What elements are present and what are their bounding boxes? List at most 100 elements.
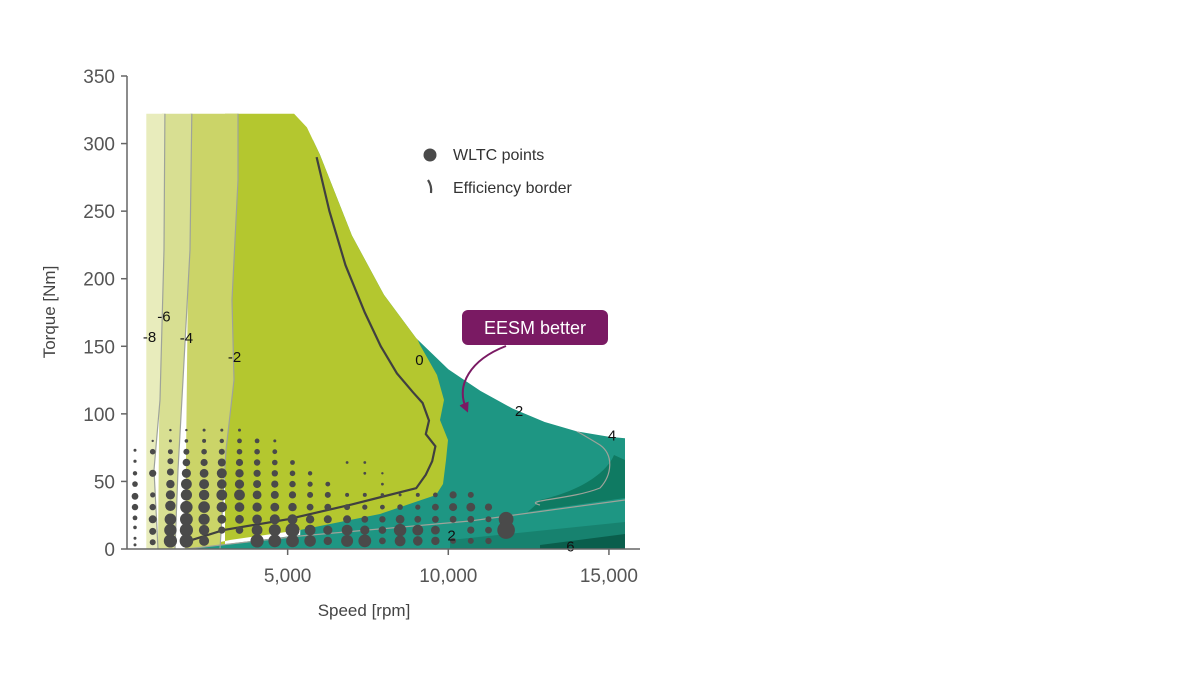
wltc-point <box>167 449 173 455</box>
wltc-point <box>131 492 139 500</box>
wltc-point <box>132 481 138 487</box>
wltc-point <box>217 514 227 524</box>
x-tick-label: 15,000 <box>580 566 638 587</box>
wltc-point <box>252 502 262 512</box>
wltc-point <box>341 534 354 547</box>
wltc-point <box>131 503 139 511</box>
region-minus-4 <box>158 113 192 549</box>
wltc-point <box>149 527 157 535</box>
wltc-point <box>413 536 423 546</box>
wltc-point <box>164 523 177 537</box>
wltc-point <box>133 543 137 547</box>
y-tick-label: 250 <box>83 202 115 223</box>
wltc-point <box>286 534 299 548</box>
wltc-point <box>216 489 228 501</box>
wltc-point <box>165 500 176 511</box>
wltc-point <box>185 428 188 432</box>
wltc-point <box>181 478 192 490</box>
wltc-point <box>165 490 175 500</box>
wltc-point <box>150 492 156 498</box>
wltc-point <box>202 428 206 432</box>
wltc-point <box>218 448 225 455</box>
wltc-point <box>393 523 407 537</box>
wltc-point <box>345 461 349 464</box>
wltc-point <box>344 504 351 511</box>
wltc-point <box>324 503 332 511</box>
wltc-point <box>132 515 138 521</box>
wltc-point <box>202 438 207 443</box>
wltc-point <box>148 515 157 524</box>
wltc-point <box>307 471 313 476</box>
wltc-point <box>467 491 474 498</box>
wltc-point <box>304 535 316 547</box>
wltc-point <box>467 515 475 523</box>
wltc-point <box>199 468 209 478</box>
wltc-point <box>235 526 244 534</box>
legend-label-wltc: WLTC points <box>453 147 544 164</box>
wltc-point <box>198 489 210 501</box>
wltc-point <box>394 535 406 547</box>
wltc-point <box>360 525 370 535</box>
wltc-point <box>253 469 261 477</box>
wltc-point <box>449 503 458 512</box>
wltc-point <box>151 439 154 443</box>
y-axis-title: Torque [Nm] <box>40 266 59 359</box>
region-eesm-low-darkest <box>540 534 625 549</box>
wltc-point <box>201 448 207 455</box>
y-tick-label: 100 <box>83 405 115 426</box>
wltc-point <box>271 470 278 477</box>
wltc-point <box>217 458 226 467</box>
wltc-point <box>163 534 177 548</box>
wltc-point <box>133 448 137 452</box>
efficiency-border-line <box>184 156 437 544</box>
contour-label: 4 <box>608 428 616 445</box>
wltc-point <box>168 439 172 443</box>
wltc-point <box>167 458 174 465</box>
wltc-point <box>379 516 386 523</box>
wltc-point <box>179 523 193 537</box>
wltc-point <box>166 468 174 476</box>
x-tick-label: 10,000 <box>419 566 477 587</box>
wltc-point <box>432 515 439 523</box>
wltc-point <box>169 428 172 432</box>
contour-label: -2 <box>228 349 241 366</box>
wltc-point <box>199 479 210 490</box>
wltc-point <box>323 536 332 546</box>
contour-minus-6 <box>153 113 166 550</box>
wltc-point <box>467 537 474 544</box>
wltc-point <box>497 521 515 539</box>
eesm-better-callout: EESM better <box>459 310 608 413</box>
wltc-point <box>180 500 193 514</box>
wltc-point <box>184 439 189 443</box>
wltc-point <box>220 428 224 432</box>
wltc-point <box>449 515 457 523</box>
wltc-point <box>198 501 210 513</box>
wltc-point <box>378 526 387 534</box>
region-pmsm-better <box>186 113 448 549</box>
wltc-point <box>306 503 314 511</box>
contour-minus-2 <box>219 113 239 550</box>
wltc-point <box>133 459 137 463</box>
contour-label: -6 <box>157 309 170 326</box>
wltc-point <box>363 471 367 475</box>
legend-label-border: Efficiency border <box>453 180 573 197</box>
wltc-point <box>485 516 492 523</box>
contour-label: 2 <box>515 403 523 420</box>
wltc-point <box>216 468 227 479</box>
wltc-point <box>253 459 261 466</box>
callout-text: EESM better <box>484 318 586 338</box>
wltc-point <box>238 428 241 432</box>
wltc-point <box>484 503 493 511</box>
wltc-point <box>182 458 191 467</box>
wltc-point <box>289 470 296 477</box>
wltc-point <box>305 515 315 524</box>
wltc-point <box>164 513 177 526</box>
wltc-point <box>268 534 282 548</box>
wltc-point <box>358 534 372 548</box>
x-tick-label: 5,000 <box>264 566 312 587</box>
contour-label: 2 <box>447 528 455 545</box>
wltc-point <box>268 524 281 537</box>
contour-labels: -8-6 -4 -2 0 2 4 2 6 <box>143 309 616 556</box>
wltc-point <box>181 468 191 478</box>
